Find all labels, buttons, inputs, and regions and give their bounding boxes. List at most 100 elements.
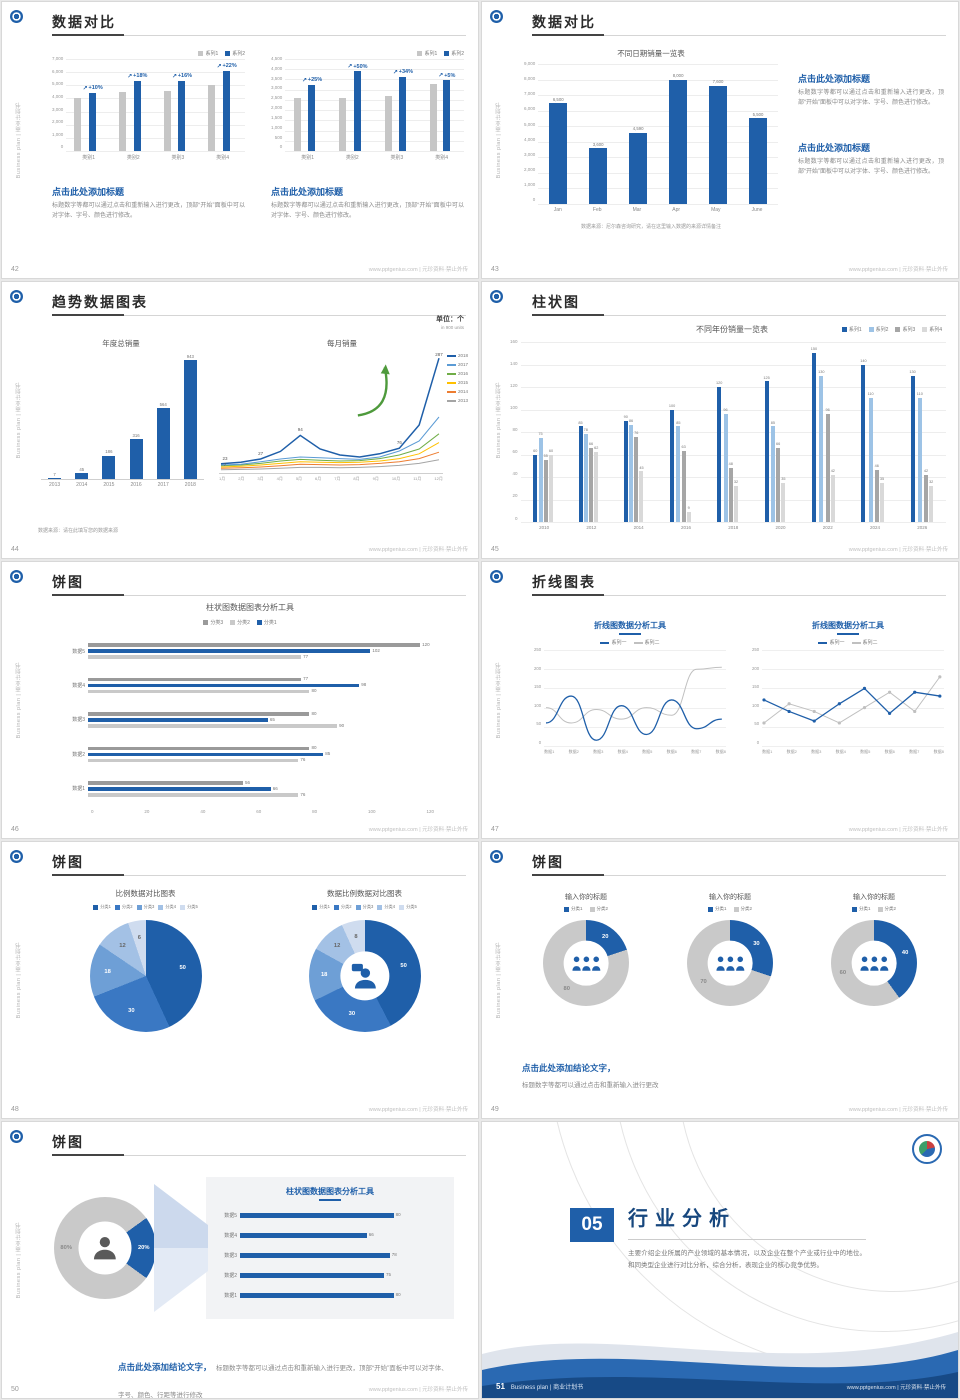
- cc-grid: [520, 387, 946, 388]
- cc-bar: [578, 426, 583, 522]
- cc-group: 4,590: [629, 64, 648, 204]
- cc-ytick: 40: [512, 471, 518, 477]
- cc-vlabel: 85: [578, 420, 583, 425]
- cc-ytick: 60: [512, 449, 518, 455]
- lg-sq: [333, 904, 339, 910]
- lg-sq: [377, 904, 383, 910]
- ln-grid: [544, 746, 726, 747]
- span: 数据1: [544, 749, 555, 754]
- cc-ytick: 6,000: [52, 68, 64, 74]
- span: +22%: [222, 63, 237, 70]
- cc-vlabel: 62: [594, 446, 599, 451]
- span: Mar: [632, 207, 642, 213]
- ln-pt: 76: [396, 440, 402, 446]
- lg-item: 系列2: [225, 50, 245, 57]
- path: [763, 687, 941, 722]
- hb-bars: 77 98 80: [88, 677, 434, 694]
- cc-barwrap: 60: [533, 342, 537, 522]
- path: [879, 965, 888, 971]
- lg-item: 分类3: [203, 619, 223, 626]
- hb-val: 98: [361, 682, 367, 688]
- span: 数据3: [593, 749, 604, 754]
- slide-51[interactable]: 05 行业分析 主要介绍企业所属的产业领域的基本情况，以及企业在整个产业或行业中…: [481, 1121, 959, 1399]
- watermark: www.pptgenius.com | 元珍资料·禁止外传: [368, 1387, 468, 1393]
- cc-bar: [819, 375, 824, 522]
- hb-line: 65: [88, 716, 434, 723]
- cc-plot: 60 75 55 60 85 78 66 62 90 86 76 45 100 85 63 9 120 96 48 3…: [520, 342, 946, 523]
- cc-barwrap: 62: [594, 342, 598, 522]
- hb-line: 77: [88, 654, 434, 660]
- span: 数据5: [860, 749, 871, 754]
- cc-ann: ↗ +5%: [438, 73, 455, 79]
- slide-45[interactable]: Business plan | 商业计划书 柱状图 不同年份销量一览表 系列1 系…: [481, 281, 959, 559]
- cc-bar: [548, 454, 553, 522]
- cc-group: 45: [75, 353, 89, 479]
- slide-48[interactable]: Business plan | 商业计划书 饼图 比例数据对比图表 分类1 分类2…: [1, 841, 479, 1119]
- cc-ytick: 120: [510, 383, 518, 389]
- cc-bar: [119, 91, 127, 151]
- slide-50[interactable]: Business plan | 商业计划书 饼图 20% 80% 柱状图数据图表分…: [1, 1121, 479, 1399]
- hb-val: 80: [311, 710, 317, 716]
- cc-barwrap: 66: [776, 342, 780, 522]
- span: 2016: [130, 482, 142, 488]
- cc-ytick: 8,000: [524, 76, 536, 82]
- watermark: www.pptgenius.com | 元珍资料·禁止外传: [368, 827, 468, 833]
- slide-42[interactable]: Business plan | 商业计划书 数据对比 系列1 系列2 7,000 6…: [1, 1, 479, 279]
- lg-item: 分类4: [158, 904, 176, 910]
- hb-label: 数据1: [224, 1292, 237, 1299]
- ln-ytick: 0: [756, 739, 760, 745]
- hb-rows: 数据5 80 数据4 66 数据3 78 数据2 75 数据1 80: [220, 1205, 440, 1305]
- span: 0: [91, 809, 94, 814]
- title-rule: [52, 1154, 466, 1156]
- brand-logo-icon: [10, 850, 23, 863]
- slide-49[interactable]: Business plan | 商业计划书 饼图 输入你的标题 分类1 分类2 2…: [481, 841, 959, 1119]
- cc-group: 3,600: [589, 64, 608, 204]
- cc-barwrap: 96: [723, 342, 728, 522]
- slide-44[interactable]: Business plan | 商业计划书 趋势数据图表 单位：个 in 900…: [1, 281, 479, 559]
- lg-item: 分类2: [230, 619, 250, 626]
- cc-barwrap: 42: [924, 342, 928, 522]
- cc-group: 60 75 55 60: [533, 342, 553, 522]
- cc-grid: [538, 110, 778, 112]
- cc-grid: [538, 126, 778, 128]
- ln-grid: [762, 650, 944, 651]
- span: 数据4: [617, 749, 628, 754]
- lg-item: 系列一: [600, 639, 627, 646]
- hb-val: 56: [245, 779, 251, 785]
- path: [763, 676, 941, 724]
- cc-bar: [583, 434, 588, 522]
- cc-ytick: 2,500: [271, 95, 283, 101]
- hb-val: 76: [300, 791, 306, 797]
- lg-txt: 分类1: [100, 904, 111, 909]
- cc-grid: [520, 432, 946, 433]
- span: 4月: [276, 476, 283, 481]
- cc-vlabel: 45: [79, 467, 85, 473]
- cc-bar: [861, 364, 866, 522]
- cc-bar: [723, 414, 728, 522]
- hb-val: 85: [325, 751, 331, 757]
- hb-line: 77: [88, 677, 434, 682]
- ln-pt: 27: [258, 451, 264, 456]
- cc-groups: 60 75 55 60 85 78 66 62 90 86 76 45 100 85 63 9 120 96 48 3…: [521, 342, 946, 522]
- slide-46[interactable]: Business plan | 商业计划书 饼图 柱状图数据图表分析工具 分类3…: [1, 561, 479, 839]
- line-chart: 7 23 27 94 76 287 1月 2月 3月 4月 5月 6月 7月 8月 9月 10月 11月 12月: [216, 352, 443, 485]
- cc-barwrap: 76: [634, 342, 638, 522]
- hb-val: 65: [269, 716, 275, 722]
- hb-line: 78: [240, 1252, 440, 1258]
- slide-47[interactable]: Business plan | 商业计划书 折线图表 折线图数据分析工具 系列一…: [481, 561, 959, 839]
- span: 2012: [586, 525, 597, 530]
- lg-txt: 分类1: [858, 906, 871, 911]
- hb-row: 数据2 80 85 76: [68, 746, 434, 763]
- slide-43[interactable]: Business plan | 商业计划书 数据对比 不同日期销量一览表 9,0…: [481, 1, 959, 279]
- cc-barwrap: 48: [729, 342, 733, 522]
- cc-vlabel: 564: [159, 401, 167, 407]
- cc-bar: [629, 425, 634, 522]
- sidebar-vertical-text: Business plan | 商业计划书: [496, 941, 502, 1019]
- line-chart-wrap: 7 23 27 94 76 287 1月 2月 3月 4月 5月 6月 7月 8月 9月 10月 11月 12月 …: [216, 352, 468, 485]
- span: Jan: [553, 207, 562, 213]
- hb-x: 0 20 40 60 80 100 120: [68, 806, 434, 814]
- ln-pt: 7: [223, 461, 227, 467]
- cc-bar: [681, 451, 686, 522]
- slide-number: 43: [491, 266, 499, 273]
- cc-vlabel: 60: [548, 448, 554, 453]
